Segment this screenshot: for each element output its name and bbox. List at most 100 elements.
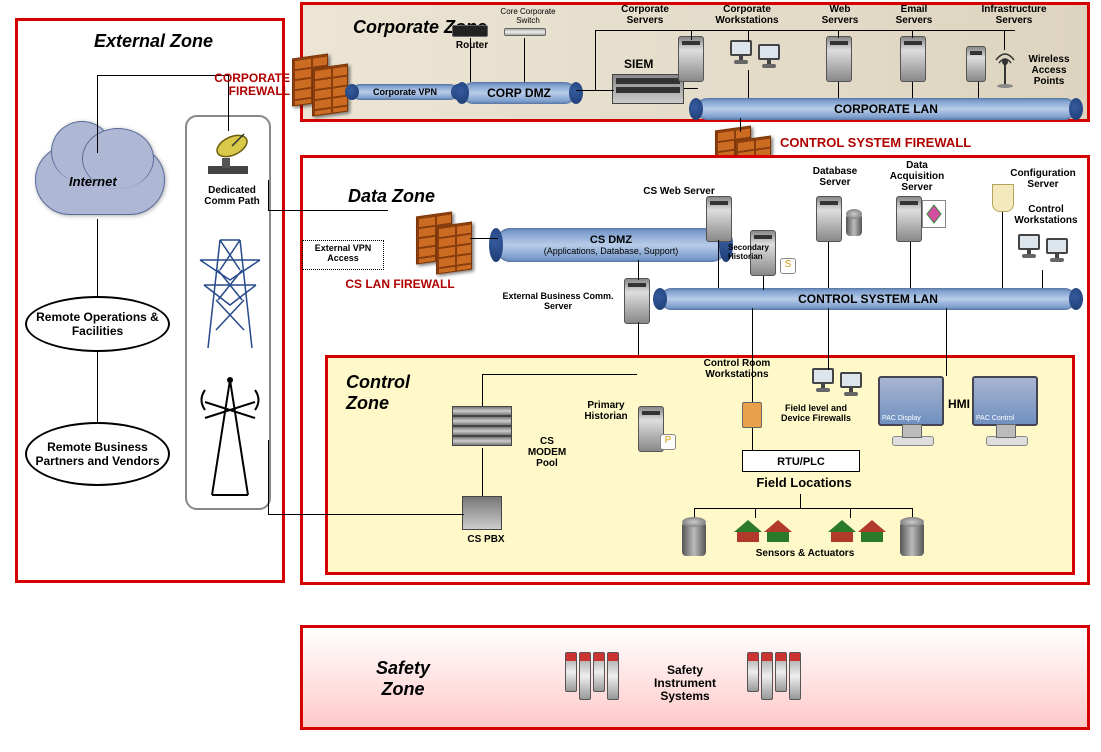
dedicated-comm-label: Dedicated Comm Path <box>196 185 268 207</box>
hmi-control-icon: PAC Control <box>972 376 1038 426</box>
wire <box>763 276 764 290</box>
corporate-firewall-label: CORPORATE FIREWALL <box>190 72 290 98</box>
core-switch-label: Core Corporate Switch <box>498 8 558 26</box>
control-room-ws-icon <box>812 368 842 398</box>
sis-label: Safety Instrument Systems <box>640 664 730 704</box>
cs-pbx-label: CS PBX <box>464 534 508 545</box>
remote-partners-label: Remote Business Partners and Vendors <box>33 440 162 468</box>
infrastructure-servers-label: Infrastructure Servers <box>970 4 1058 26</box>
wireless-ap-label: Wireless Access Points <box>1018 54 1080 87</box>
wire <box>1004 30 1005 50</box>
sis-device-icon <box>565 652 577 692</box>
web-server-icon <box>826 36 852 82</box>
remote-ops-node: Remote Operations & Facilities <box>25 296 170 352</box>
primary-historian-label: Primary Historian <box>576 400 636 422</box>
safety-zone-title: Safety Zone <box>353 658 453 700</box>
wire <box>694 508 912 509</box>
rtu-plc-label: RTU/PLC <box>777 456 825 468</box>
sis-device-icon <box>747 652 759 692</box>
corporate-vpn-pipe: Corporate VPN <box>352 84 458 100</box>
wire <box>800 494 801 508</box>
sensors-actuators-label: Sensors & Actuators <box>740 548 870 559</box>
wire <box>684 88 698 89</box>
wire <box>482 374 637 375</box>
wire <box>978 82 979 98</box>
corporate-vpn-label: Corporate VPN <box>373 87 437 97</box>
router-icon <box>452 25 488 37</box>
corporate-firewall-icon <box>292 56 328 104</box>
field-firewall-icon <box>742 402 762 428</box>
wire <box>910 242 911 288</box>
sis-device-icon <box>775 652 787 692</box>
pac-display-label: PAC Display <box>882 415 921 422</box>
wire <box>482 374 483 406</box>
infra-server-icon <box>966 46 986 82</box>
cs-modem-pool-label: CS MODEM Pool <box>520 436 574 469</box>
sis-device-group-left <box>564 652 620 700</box>
sis-device-icon <box>579 652 591 700</box>
wire <box>595 30 596 90</box>
corporate-server-icon <box>678 36 704 82</box>
ext-business-comm-label: External Business Comm. Server <box>500 292 616 312</box>
corp-dmz-label: CORP DMZ <box>487 86 551 100</box>
field-firewalls-label: Field level and Device Firewalls <box>770 404 862 424</box>
wire <box>838 82 839 98</box>
data-acq-arrow-icon <box>922 200 946 228</box>
wire <box>524 38 525 82</box>
historian-badge-icon: S <box>780 258 796 274</box>
control-system-firewall-label: CONTROL SYSTEM FIREWALL <box>780 136 1020 150</box>
config-server-label: Configuration Server <box>1004 168 1082 190</box>
cs-web-server-icon <box>706 196 732 242</box>
ext-business-comm-icon <box>624 278 650 324</box>
corporate-workstation-icon <box>730 40 760 70</box>
cs-lan-firewall-label: CS LAN FIREWALL <box>330 278 470 291</box>
cs-pbx-icon <box>462 496 502 530</box>
sis-device-icon <box>607 652 619 700</box>
wire <box>828 308 829 370</box>
control-room-ws-icon <box>840 372 870 402</box>
email-server-icon <box>900 36 926 82</box>
wire <box>748 70 749 98</box>
control-workstation-icon <box>1018 234 1048 264</box>
remote-partners-node: Remote Business Partners and Vendors <box>25 422 170 486</box>
wire <box>912 82 913 98</box>
wire <box>755 508 756 518</box>
primary-historian-badge-icon: P <box>660 434 676 450</box>
actuator-house-icon <box>734 520 762 540</box>
wire <box>740 118 741 132</box>
cs-dmz-label1: CS DMZ <box>590 234 632 246</box>
database-cylinder-icon <box>846 214 862 236</box>
field-locations-label: Field Locations <box>744 476 864 490</box>
control-room-ws-label: Control Room Workstations <box>692 358 782 380</box>
sis-device-icon <box>761 652 773 700</box>
core-switch-icon <box>504 28 546 36</box>
data-zone-title: Data Zone <box>348 186 435 207</box>
wire <box>691 30 692 40</box>
wire <box>97 352 98 424</box>
actuator-house-icon <box>828 520 856 540</box>
corporate-workstation-icon <box>758 44 788 74</box>
wire <box>97 75 98 153</box>
external-zone-title: External Zone <box>94 31 234 52</box>
cs-modem-pool-icon <box>452 406 512 446</box>
wire <box>268 440 269 514</box>
wire <box>268 210 388 211</box>
sis-device-icon <box>789 652 801 700</box>
wire <box>838 30 839 38</box>
siem-label: SIEM <box>624 58 653 71</box>
pac-control-label: PAC Control <box>976 415 1014 422</box>
hmi-label: HMI <box>948 398 970 411</box>
wire <box>470 238 498 239</box>
wire <box>752 308 753 402</box>
wire <box>470 38 471 82</box>
database-server-label: Database Server <box>806 166 864 188</box>
cs-dmz-label2: (Applications, Database, Support) <box>544 246 679 256</box>
corporate-workstations-label: Corporate Workstations <box>706 4 788 26</box>
wire <box>268 180 269 210</box>
wire <box>752 428 753 452</box>
siem-icon <box>612 74 684 104</box>
wire <box>718 240 719 288</box>
database-server-icon <box>816 196 842 242</box>
control-workstation-icon <box>1046 238 1076 268</box>
control-zone-title: Control Zone <box>346 372 436 414</box>
